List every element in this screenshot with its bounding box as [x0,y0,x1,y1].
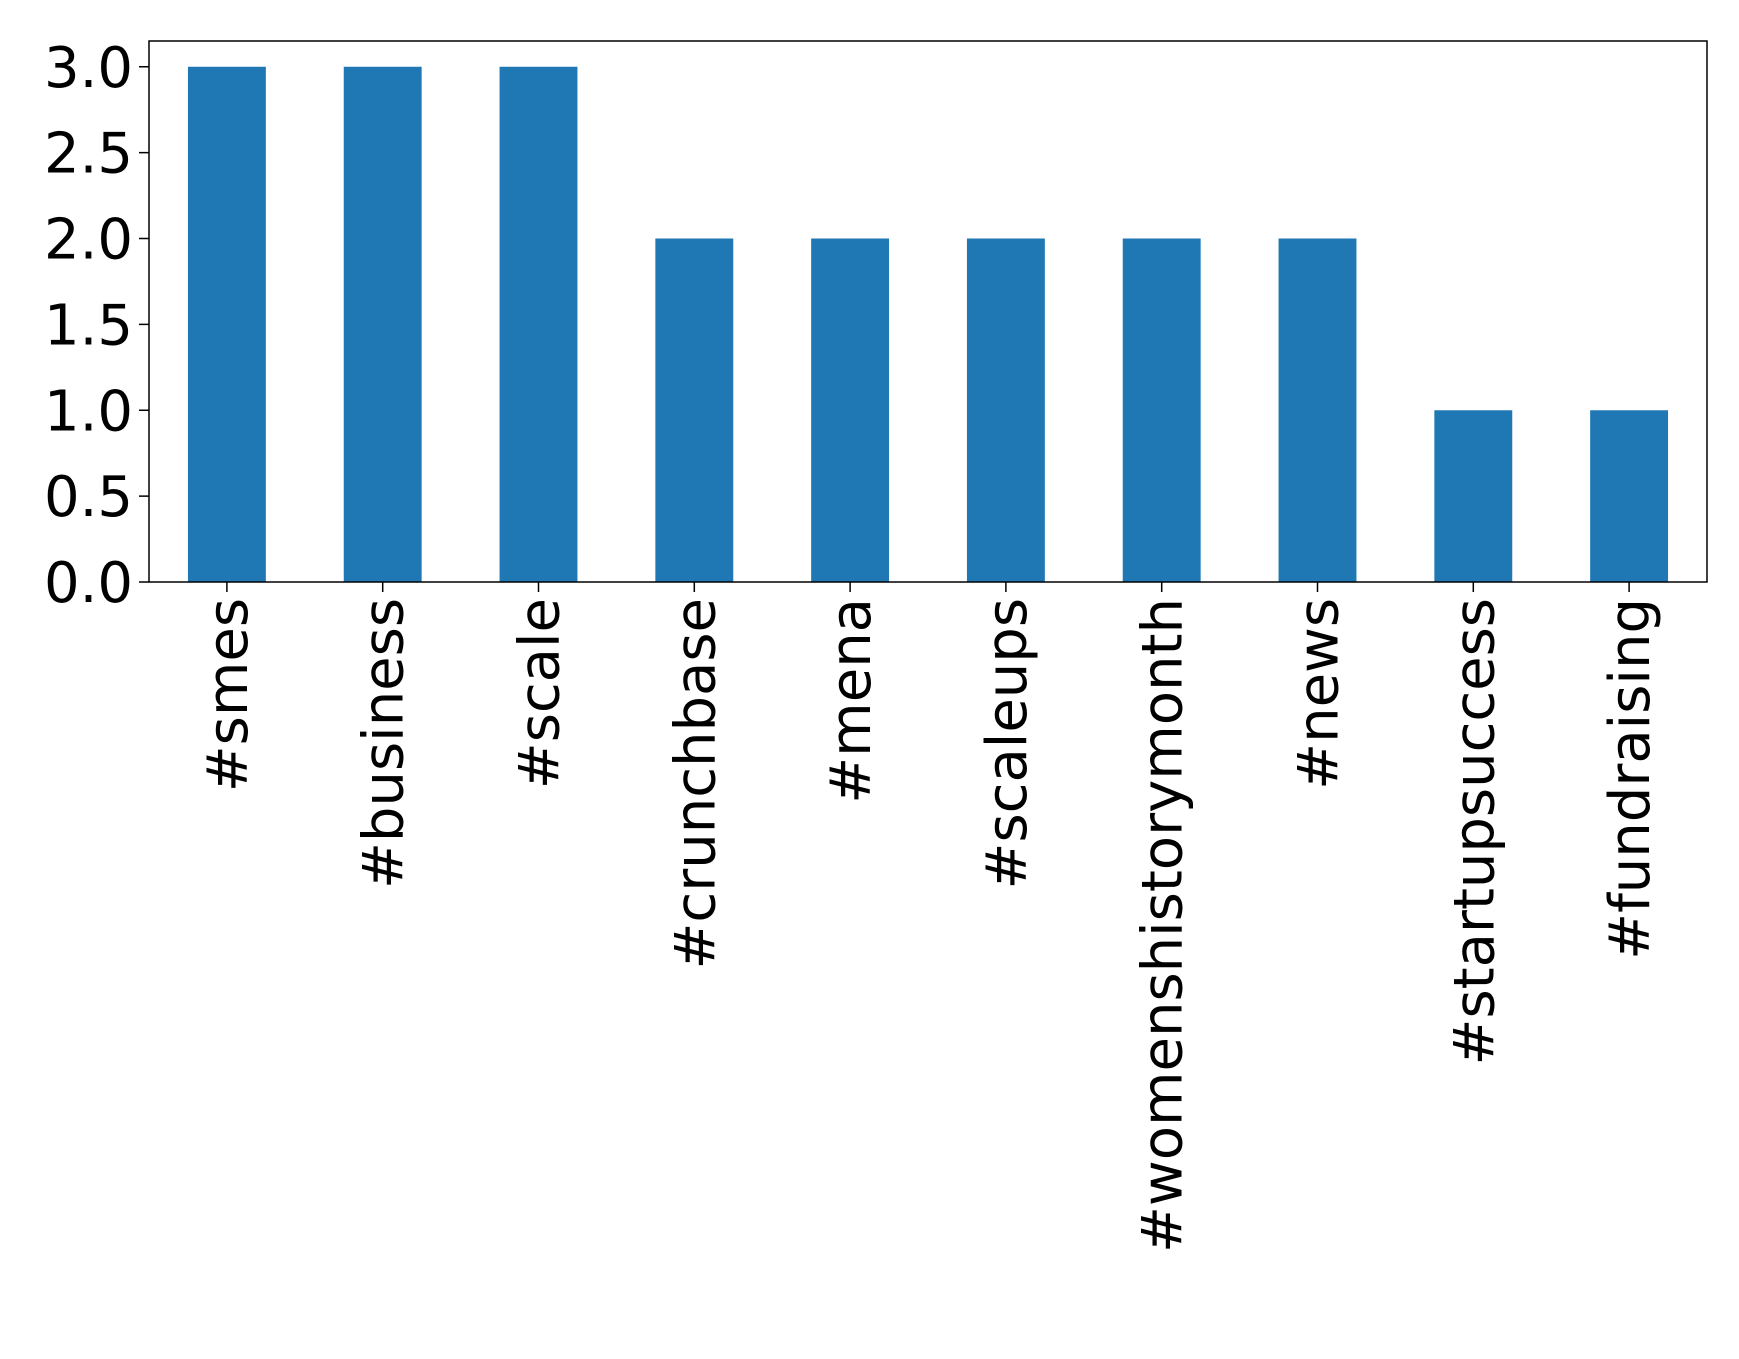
bar [966,238,1045,582]
bar [343,66,422,582]
bar [499,66,578,582]
x-tick-label: #womenshistorymonth [1131,598,1196,1253]
x-tick-label: #news [1287,598,1352,790]
bar [187,66,266,582]
x-tick-label: #crunchbase [663,598,728,970]
y-tick-label: 2.5 [44,122,133,187]
x-tick-label: #fundraising [1598,598,1663,960]
bar [1278,238,1357,582]
bar [655,238,734,582]
y-tick-label: 0.5 [44,465,133,530]
plot-frame [148,40,1708,583]
x-tick-label: #mena [819,598,884,804]
y-tick-label: 2.0 [44,208,133,273]
x-tick-label: #startupsuccess [1442,598,1507,1065]
x-tick-label: #business [352,598,417,889]
x-tick-label: #smes [196,598,261,792]
y-tick-label: 1.5 [44,293,133,358]
x-tick-label: #scale [508,598,573,789]
y-tick-label: 3.0 [44,36,133,101]
y-tick-label: 1.0 [44,379,133,444]
x-tick-label: #scaleups [975,598,1040,889]
y-tick-label: 0.0 [44,551,133,616]
bar [1434,410,1513,582]
bar [811,238,890,582]
bar [1122,238,1201,582]
bar [1590,410,1669,582]
